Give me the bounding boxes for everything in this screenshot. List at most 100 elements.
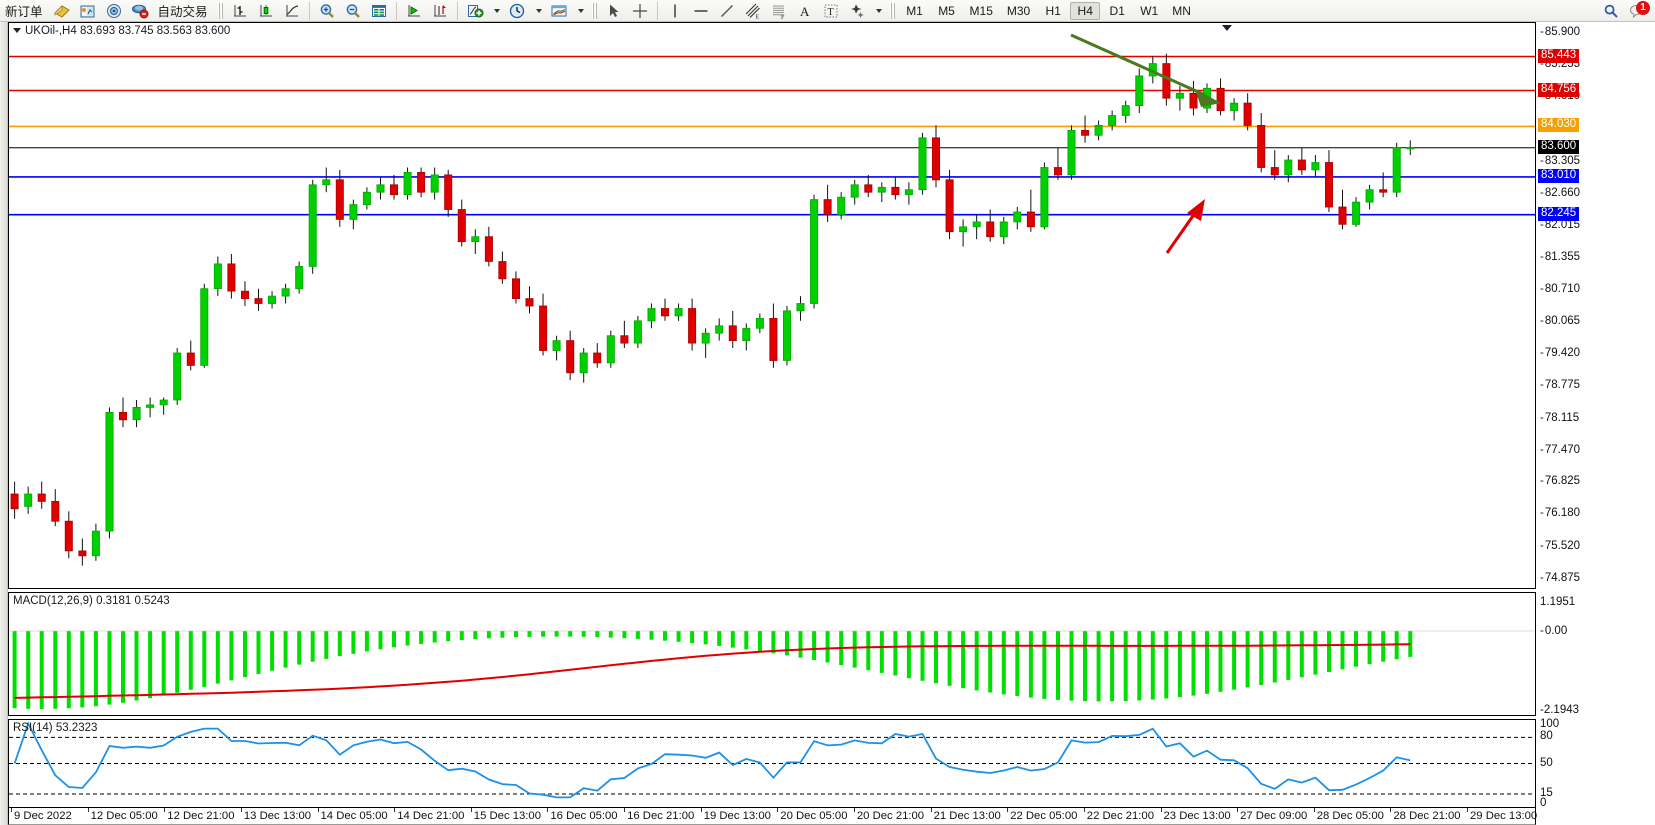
navigator-icon[interactable] xyxy=(102,1,126,21)
shapes-dropdown-arrow[interactable] xyxy=(871,1,885,21)
toolbar-sep-2 xyxy=(395,1,397,20)
time-tick xyxy=(87,808,89,812)
rsi-panel[interactable]: RSI(14) 53.2323 xyxy=(8,719,1536,808)
chart-title-text: UKOil-,H4 83.693 83.745 83.563 83.600 xyxy=(25,25,231,37)
price-tick: -82.660 xyxy=(1540,186,1581,199)
cursor-icon[interactable] xyxy=(602,1,626,21)
price-scale[interactable]: -85.900-85.255-84.610-83.305-82.660-82.0… xyxy=(1536,22,1655,809)
time-label: 22 Dec 21:00 xyxy=(1086,810,1154,822)
time-label: 9 Dec 2022 xyxy=(14,810,72,822)
equidistant-channel-icon[interactable]: E xyxy=(741,1,765,21)
svg-text:F: F xyxy=(781,15,785,20)
time-tick xyxy=(1237,808,1239,812)
main-toolbar: 新订单 自动交易 xyxy=(0,0,1655,22)
indicators-dropdown-arrow[interactable] xyxy=(489,1,503,21)
trendline-icon[interactable] xyxy=(715,1,739,21)
period-icon[interactable] xyxy=(505,1,529,21)
time-label: 12 Dec 21:00 xyxy=(167,810,235,822)
price-tick: -80.065 xyxy=(1540,315,1581,328)
time-label: 16 Dec 21:00 xyxy=(627,810,695,822)
templates-dropdown-arrow[interactable] xyxy=(573,1,587,21)
time-tick xyxy=(1390,808,1392,812)
zoom-in-icon[interactable] xyxy=(315,1,339,21)
chart-shift-icon[interactable] xyxy=(428,1,452,21)
time-tick xyxy=(11,808,12,812)
time-label: 28 Dec 05:00 xyxy=(1316,810,1384,822)
crosshair-icon[interactable] xyxy=(628,1,652,21)
horizontal-line-icon[interactable] xyxy=(689,1,713,21)
timeframe-d1[interactable]: D1 xyxy=(1109,3,1125,18)
collapse-triangle-icon[interactable] xyxy=(13,28,21,33)
vertical-line-icon[interactable] xyxy=(663,1,687,21)
market-watch-icon[interactable] xyxy=(76,1,100,21)
search-icon[interactable] xyxy=(1599,1,1623,21)
timeframe-m5[interactable]: M5 xyxy=(938,3,955,18)
chart-title: UKOil-,H4 83.693 83.745 83.563 83.600 xyxy=(13,25,230,37)
chart-workspace: UKOil-,H4 83.693 83.745 83.563 83.600 MA… xyxy=(0,22,1655,825)
price-tick: -85.900 xyxy=(1540,26,1581,39)
price-tick: -78.775 xyxy=(1540,378,1581,391)
price-chart-panel[interactable]: UKOil-,H4 83.693 83.745 83.563 83.600 xyxy=(8,22,1536,589)
chart-left-scrollbar[interactable] xyxy=(0,22,8,825)
auto-scroll-icon[interactable] xyxy=(402,1,426,21)
autotrade-icon[interactable] xyxy=(128,1,152,21)
bar-chart-icon[interactable] xyxy=(228,1,252,21)
candlestick-chart-icon[interactable] xyxy=(254,1,278,21)
time-label: 16 Dec 05:00 xyxy=(550,810,618,822)
macd-plot xyxy=(9,630,1535,709)
time-tick xyxy=(930,808,932,812)
timeframe-w1[interactable]: W1 xyxy=(1140,3,1159,18)
macd-panel[interactable]: MACD(12,26,9) 0.3181 0.5243 xyxy=(8,592,1536,716)
timeframe-h4[interactable]: H4 xyxy=(1070,1,1101,20)
price-level-badge: 83.600 xyxy=(1538,139,1580,154)
indicators-icon[interactable] xyxy=(463,1,487,21)
time-tick xyxy=(547,808,549,812)
fibonacci-icon[interactable]: F xyxy=(767,1,791,21)
new-order-button[interactable]: 新订单 xyxy=(1,1,48,21)
text-icon[interactable]: A xyxy=(793,1,817,21)
timeframe-h1[interactable]: H1 xyxy=(1045,3,1061,18)
price-level-badge: 84.030 xyxy=(1538,118,1580,133)
macd-tick: 1.1951 xyxy=(1540,596,1576,608)
rsi-plot xyxy=(9,721,1535,799)
timeframe-m1[interactable]: M1 xyxy=(906,3,923,18)
rsi-tick: 80 xyxy=(1540,730,1553,743)
templates-icon[interactable] xyxy=(547,1,571,21)
price-tick: -79.420 xyxy=(1540,347,1581,359)
time-label: 20 Dec 21:00 xyxy=(856,810,925,822)
rsi-tick: 0 xyxy=(1540,796,1547,809)
price-candles-plot xyxy=(9,25,1535,566)
period-dropdown-arrow[interactable] xyxy=(531,1,545,21)
time-label: 13 Dec 13:00 xyxy=(243,810,312,822)
timeframe-m15[interactable]: M15 xyxy=(969,3,993,18)
time-tick xyxy=(240,808,242,812)
time-label: 15 Dec 13:00 xyxy=(473,810,541,822)
price-tick: -75.520 xyxy=(1540,539,1581,552)
time-tick xyxy=(394,808,396,812)
time-label: 28 Dec 21:00 xyxy=(1393,810,1461,822)
autotrade-button[interactable]: 自动交易 xyxy=(154,1,213,21)
macd-tick: -0.00 xyxy=(1540,625,1568,637)
price-level-badge: 82.245 xyxy=(1538,206,1580,221)
time-label: 21 Dec 13:00 xyxy=(933,810,1001,822)
toolbar-sep-3 xyxy=(456,1,458,20)
rsi-tick: 50 xyxy=(1540,756,1553,769)
toolbar-grip-2[interactable] xyxy=(591,2,597,19)
price-level-badge: 84.756 xyxy=(1538,82,1580,97)
time-label: 22 Dec 05:00 xyxy=(1010,810,1078,822)
toolbar-grip-3[interactable] xyxy=(889,2,895,19)
line-chart-icon[interactable] xyxy=(280,1,304,21)
time-label: 12 Dec 05:00 xyxy=(90,810,158,822)
alerts-icon[interactable]: 1 xyxy=(1625,0,1650,21)
timeframe-m30[interactable]: M30 xyxy=(1006,3,1031,18)
rsi-label: RSI(14) 53.2323 xyxy=(13,722,98,734)
text-label-icon[interactable]: T xyxy=(819,1,843,21)
expert-advisor-icon[interactable] xyxy=(50,1,74,21)
rsi-tick: 100 xyxy=(1540,718,1560,730)
timeframe-mn[interactable]: MN xyxy=(1172,3,1191,18)
data-window-icon[interactable] xyxy=(367,1,391,21)
price-tick: -81.355 xyxy=(1540,251,1581,264)
shapes-icon[interactable] xyxy=(845,1,869,21)
zoom-out-icon[interactable] xyxy=(341,1,365,21)
toolbar-grip-1[interactable] xyxy=(217,2,223,19)
